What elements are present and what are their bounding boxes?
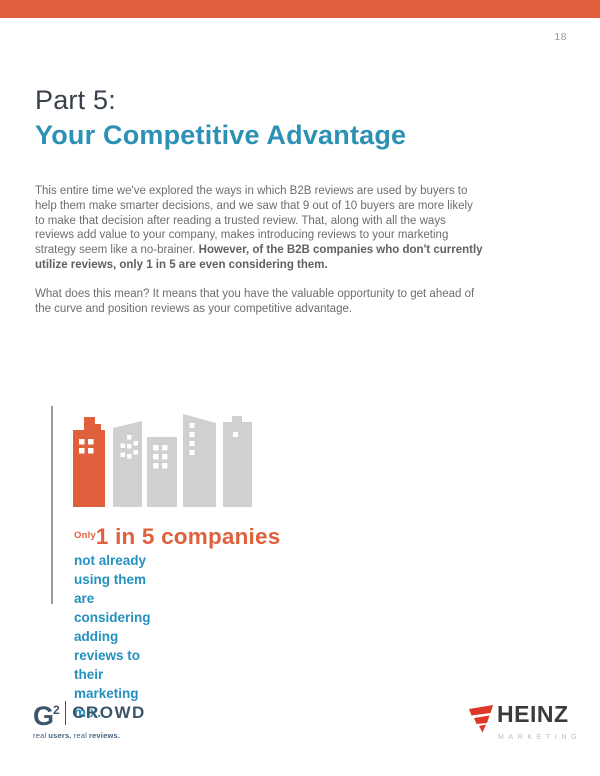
tagline-real-1: real bbox=[33, 731, 47, 740]
tagline-real-2: real bbox=[73, 731, 87, 740]
top-accent-bar bbox=[0, 0, 600, 18]
section-heading: Part 5: Your Competitive Advantage bbox=[35, 83, 406, 153]
stat-caption-line-3: marketing mix. bbox=[74, 686, 139, 720]
stat-value: 1 in 5 companies bbox=[95, 524, 281, 549]
stat-caption-line-1: not already using them are bbox=[74, 553, 147, 606]
paragraph-2: What does this mean? It means that you h… bbox=[35, 288, 475, 316]
building-2 bbox=[113, 421, 142, 507]
paragraph-1-bold: However, of the B2B companies who don't … bbox=[35, 244, 483, 271]
building-4 bbox=[183, 414, 216, 507]
stat-caption-line-2: considering adding reviews to their bbox=[74, 610, 151, 682]
g2-logo-wordmark: CROWD bbox=[72, 703, 146, 722]
tagline-users: users. bbox=[48, 731, 72, 740]
g2-logo-mark: G2 bbox=[33, 701, 60, 731]
section-title: Your Competitive Advantage bbox=[35, 120, 407, 150]
heinz-marketing-label: MARKETING bbox=[498, 734, 582, 741]
g2-crowd-logo: G2 CROWD real users. real reviews. bbox=[33, 699, 146, 740]
heinz-funnel-icon bbox=[469, 705, 493, 733]
building-5 bbox=[223, 416, 252, 507]
heinz-marketing-logo: HEINZ MARKETING bbox=[468, 702, 581, 741]
paragraph-1-regular: This entire time we've explored the ways… bbox=[35, 185, 473, 257]
heinz-wordmark: HEINZ bbox=[497, 701, 569, 727]
paragraph-1: This entire time we've explored the ways… bbox=[35, 184, 483, 273]
stat-line: Only1 in 5 companies bbox=[74, 524, 280, 550]
tagline-reviews: reviews. bbox=[88, 731, 121, 740]
building-3 bbox=[147, 437, 177, 507]
vertical-rule bbox=[51, 406, 53, 604]
stat-caption: not already using them are considering a… bbox=[74, 551, 151, 722]
g2-logo-divider bbox=[64, 701, 67, 725]
building-1-highlighted bbox=[73, 417, 105, 507]
stat-prefix: Only bbox=[74, 530, 96, 541]
section-part-label: Part 5: bbox=[35, 85, 116, 115]
g2-tagline: real users. real reviews. bbox=[33, 731, 146, 740]
body-copy: This entire time we've explored the ways… bbox=[35, 184, 483, 317]
city-skyline-graphic bbox=[73, 414, 252, 507]
page-number: 18 bbox=[554, 31, 567, 43]
